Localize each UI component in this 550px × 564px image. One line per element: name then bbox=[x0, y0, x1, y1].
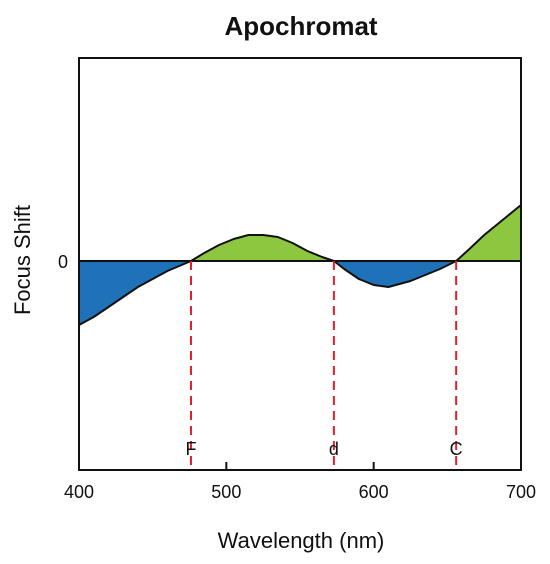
x-tick-label-500: 500 bbox=[211, 482, 241, 502]
fill-regions bbox=[79, 205, 521, 325]
x-tick-label-700: 700 bbox=[506, 482, 536, 502]
positive-region-2 bbox=[190, 235, 334, 261]
y-axis-label: Focus Shift bbox=[10, 205, 35, 315]
x-tick-label-400: 400 bbox=[64, 482, 94, 502]
x-axis-label: Wavelength (nm) bbox=[218, 528, 385, 553]
plot-frame bbox=[78, 57, 522, 471]
marker-label-C: C bbox=[450, 439, 463, 459]
negative-region-1 bbox=[79, 261, 191, 325]
tick-labels: 400 500 600 700 0 bbox=[58, 252, 536, 502]
focus-shift-curve bbox=[78, 204, 522, 326]
chart-title: Apochromat bbox=[224, 11, 377, 41]
curve-layer bbox=[78, 204, 522, 326]
x-tick-label-600: 600 bbox=[359, 482, 389, 502]
marker-label-d: d bbox=[329, 439, 339, 459]
marker-label-F: F bbox=[185, 439, 196, 459]
y-tick-label-0: 0 bbox=[58, 252, 68, 272]
